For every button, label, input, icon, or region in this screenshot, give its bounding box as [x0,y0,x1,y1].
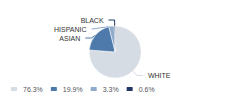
svg-text:BLACK: BLACK [81,17,104,24]
svg-text:ASIAN: ASIAN [59,35,80,42]
svg-text:WHITE: WHITE [148,72,171,79]
svg-text:76.3%: 76.3% [23,86,43,93]
svg-text:HISPANIC: HISPANIC [54,26,87,33]
svg-text:0.6%: 0.6% [139,86,155,93]
svg-text:3.3%: 3.3% [103,86,119,93]
svg-text:19.9%: 19.9% [63,86,83,93]
